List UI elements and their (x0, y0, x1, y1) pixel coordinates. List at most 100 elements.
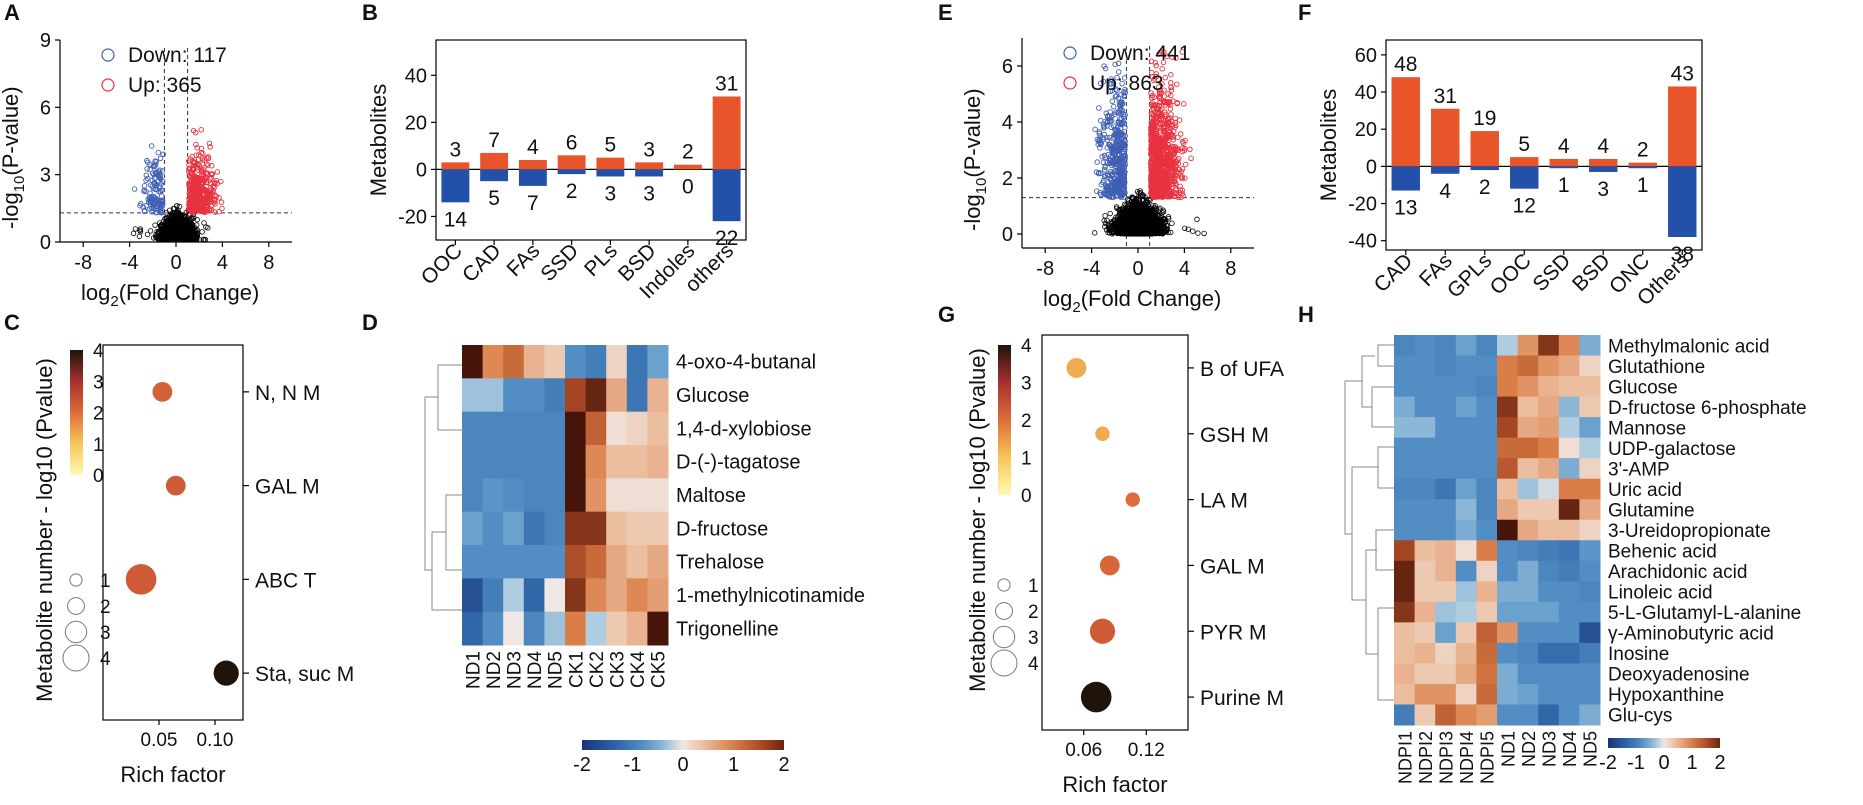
pathway-label: GAL M (255, 476, 320, 499)
size-legend-circle (64, 620, 88, 644)
panel-label-e: E (938, 0, 953, 25)
heatmap-cell (585, 545, 607, 579)
column-label: ND4 (525, 651, 546, 689)
heatmap-cell (462, 411, 484, 446)
data-label-down: 2 (566, 180, 578, 203)
down-point (160, 151, 166, 158)
ns-point (182, 236, 188, 243)
ns-point (1159, 210, 1165, 216)
column-label: CK1 (566, 651, 587, 688)
pathway-label: ABC T (255, 569, 317, 592)
heatmap-cell (565, 578, 587, 613)
ns-point (205, 225, 211, 231)
ns-point (191, 237, 198, 243)
ns-point (178, 211, 185, 218)
y-tick-label: 2 (1002, 168, 1013, 190)
ns-point (160, 226, 166, 232)
x-tick-label: CAD (458, 239, 506, 287)
x-tick-label: -8 (74, 252, 92, 274)
legend-marker-down (101, 48, 115, 62)
row-label: Trigonelline (676, 618, 779, 640)
ns-point (192, 229, 199, 235)
ns-point (190, 236, 197, 242)
row-label: 1-methylnicotinamide (676, 585, 865, 607)
ns-point (194, 216, 200, 223)
ns-point (185, 228, 191, 234)
ns-point (1091, 230, 1098, 236)
down-point (158, 187, 165, 194)
heatmap-cell (626, 611, 648, 646)
x-tick-label: FAs (503, 239, 545, 281)
y-tick-label: 0 (40, 232, 51, 254)
heatmap-cell (462, 545, 484, 579)
heatmap-cell (565, 511, 587, 546)
dendrogram-branch (445, 494, 462, 571)
heatmap-cell (482, 578, 504, 613)
x-tick-label: -4 (1083, 258, 1101, 280)
heatmap-d: 4-oxo-4-butanalGlucose1,4-d-xylobioseD-(… (424, 345, 865, 776)
down-point (153, 182, 160, 189)
heatmap-cell (482, 611, 504, 646)
size-legend-label: 2 (100, 597, 111, 618)
x-axis-title: log2(Fold Change) (81, 280, 259, 310)
down-point (156, 189, 162, 195)
heatmap-cell (606, 511, 628, 546)
y-axis-title: -log10(P-value) (0, 86, 28, 229)
ns-point (202, 237, 209, 243)
heatmap-cell (462, 378, 484, 413)
ns-point (1194, 216, 1200, 223)
row-label: 1,4-d-xylobiose (676, 418, 812, 440)
heatmap-cell (565, 545, 587, 579)
heatmap-cell (606, 345, 628, 379)
colorbar-tick-label: -2 (573, 754, 591, 776)
row-label: Trehalose (676, 552, 764, 574)
down-point (157, 203, 163, 210)
y-tick-label: 6 (1002, 56, 1013, 78)
x-tick-label: 8 (1225, 258, 1236, 280)
down-point (153, 195, 159, 202)
pathway-label: Sta, suc M (255, 663, 354, 686)
ns-point (162, 221, 168, 227)
x-tick-label: -4 (121, 252, 139, 274)
heatmap-cell (482, 545, 504, 579)
heatmap-cell (565, 345, 587, 379)
size-legend-label: 4 (100, 649, 111, 670)
ns-point (152, 222, 158, 228)
heatmap-cell (626, 445, 648, 479)
heatmap-cell (482, 478, 504, 513)
down-point (152, 194, 158, 201)
heatmap-cell (606, 611, 628, 646)
heatmap-cell (626, 345, 648, 379)
heatmap-cell (585, 378, 607, 413)
data-label-down: 14 (444, 208, 468, 231)
down-point (131, 186, 138, 192)
ns-point (136, 233, 143, 240)
column-label: ND5 (546, 651, 567, 689)
legend-label-down: Down: 117 (128, 44, 227, 67)
down-point (144, 166, 150, 172)
ns-point (147, 228, 154, 234)
x-tick-label: 8 (263, 252, 274, 274)
colorbar (70, 350, 83, 475)
panel-label-g: G (938, 302, 955, 327)
heatmap-cell (482, 445, 504, 479)
heatmap-cell (647, 545, 669, 579)
legend-label-up: Up: 365 (128, 74, 202, 97)
heatmap-cell (523, 445, 545, 479)
panel-label-c: C (4, 310, 20, 335)
ns-point (181, 230, 187, 237)
heatmap-cell (565, 411, 587, 446)
ns-point (1102, 213, 1108, 219)
heatmap-cell (462, 445, 484, 479)
ns-point (1107, 210, 1113, 217)
plot-frame (435, 39, 747, 241)
ns-point (163, 215, 170, 222)
up-point (214, 169, 221, 175)
x-tick-label: 0.10 (197, 730, 234, 751)
heatmap-cell (585, 445, 607, 479)
heatmap-cell (544, 578, 566, 613)
y-axis-title: Metabolite number - log10 (Pvalue) (32, 358, 57, 702)
dendrogram-branch (431, 531, 462, 611)
ns-point (185, 233, 192, 240)
